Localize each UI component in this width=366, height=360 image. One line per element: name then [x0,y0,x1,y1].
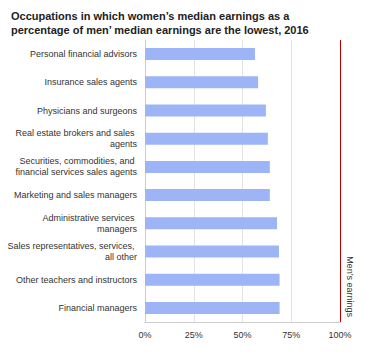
svg-text:agents: agents [110,139,138,149]
svg-text:Physicians and surgeons: Physicians and surgeons [37,106,138,116]
svg-text:managers: managers [97,224,138,234]
svg-text:Sales representatives, service: Sales representatives, services, [7,241,137,251]
svg-text:Marketing and sales managers: Marketing and sales managers [14,190,138,200]
svg-text:Occupations in which women’s m: Occupations in which women’s median earn… [11,10,292,22]
svg-text:0%: 0% [138,330,151,340]
svg-text:percentage of men’ median earn: percentage of men’ median earnings are t… [11,24,309,36]
svg-text:100%: 100% [328,330,351,340]
svg-text:Men’s earnings: Men’s earnings [345,256,355,317]
svg-text:75%: 75% [282,330,300,340]
svg-text:25%: 25% [185,330,203,340]
svg-text:Administrative services: Administrative services [42,213,137,223]
svg-text:financial services sales agent: financial services sales agents [15,167,137,177]
svg-text:Securities, commodities, and: Securities, commodities, and [19,156,137,166]
svg-text:Other teachers and instructors: Other teachers and instructors [16,275,138,285]
svg-text:50%: 50% [233,330,251,340]
svg-text:Real estate brokers and sales: Real estate brokers and sales [15,128,137,138]
svg-text:Financial managers: Financial managers [58,303,137,313]
svg-text:Personal financial advisors: Personal financial advisors [30,49,138,59]
svg-text:Insurance sales agents: Insurance sales agents [44,77,137,87]
svg-text:all other: all other [105,252,137,262]
